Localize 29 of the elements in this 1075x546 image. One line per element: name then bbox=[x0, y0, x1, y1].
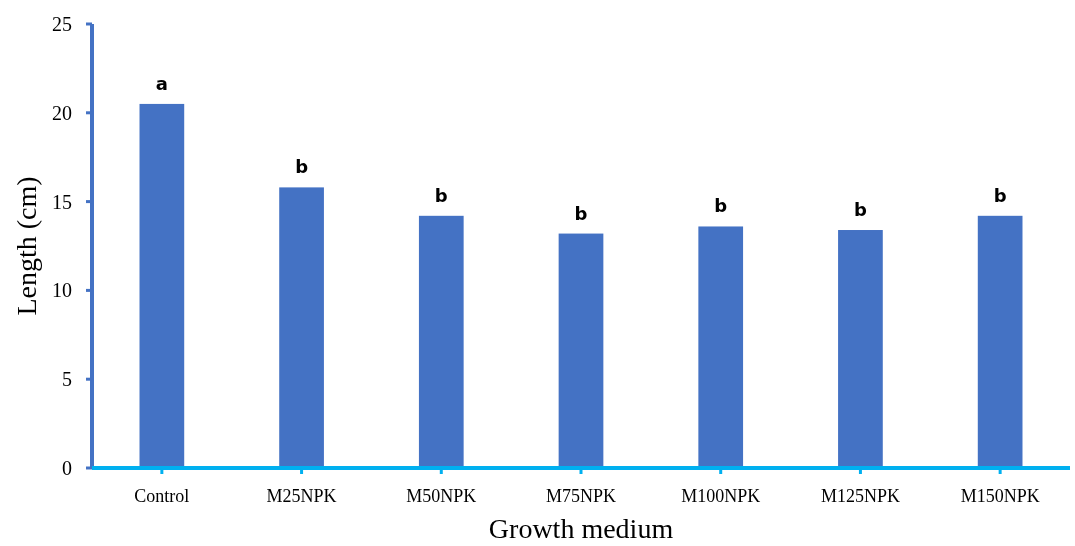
annotation: b bbox=[434, 184, 448, 206]
y-tick-label: 20 bbox=[52, 101, 72, 124]
bar bbox=[418, 215, 464, 468]
x-tick-label: M25NPK bbox=[266, 486, 337, 506]
x-tick-label: M150NPK bbox=[960, 486, 1040, 506]
bar bbox=[977, 215, 1023, 468]
x-tick-label: M100NPK bbox=[681, 486, 761, 506]
annotation: b bbox=[574, 202, 588, 224]
bar bbox=[838, 230, 883, 468]
y-tick-label: 25 bbox=[52, 13, 72, 35]
x-axis-title: Growth medium bbox=[488, 513, 674, 544]
x-tick-label: Control bbox=[134, 486, 190, 506]
annotation: b bbox=[295, 156, 309, 178]
y-tick-label: 0 bbox=[62, 457, 72, 479]
x-tick-label: M75NPK bbox=[545, 486, 617, 506]
annotation: b bbox=[993, 184, 1007, 206]
y-axis-title: Length (cm) bbox=[11, 176, 42, 316]
y-tick-label: 10 bbox=[52, 279, 72, 302]
y-tick-label: 15 bbox=[52, 190, 72, 213]
annotation: b bbox=[853, 199, 867, 221]
annotation: b bbox=[714, 195, 728, 217]
bar bbox=[698, 226, 744, 468]
bar bbox=[139, 103, 185, 468]
bar bbox=[558, 233, 604, 468]
y-tick-label: 5 bbox=[62, 368, 72, 391]
x-tick-label: M50NPK bbox=[406, 486, 477, 506]
x-tick-label: M125NPK bbox=[820, 486, 900, 506]
annotation: a bbox=[155, 72, 168, 94]
bar bbox=[279, 187, 324, 468]
